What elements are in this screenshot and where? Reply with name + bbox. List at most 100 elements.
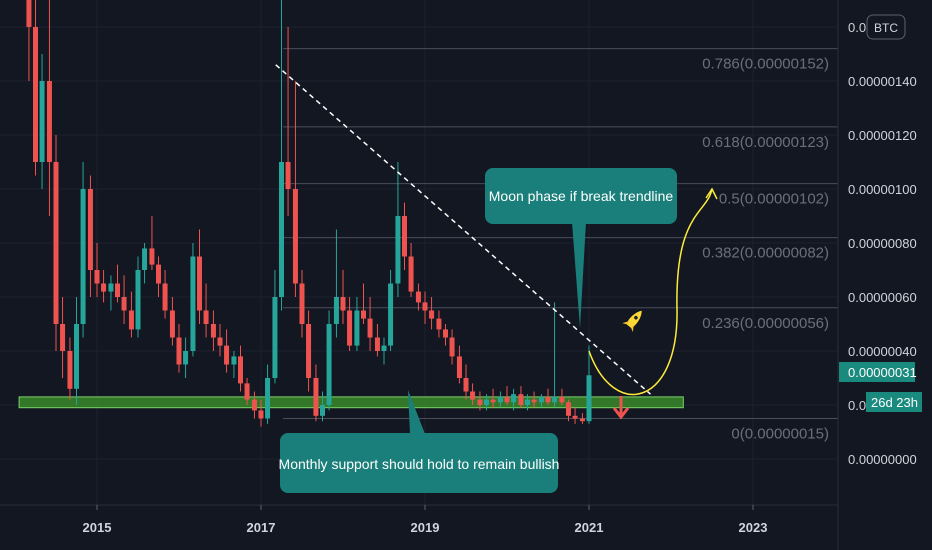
candle-body <box>306 324 312 378</box>
candle <box>210 310 216 351</box>
rocket-icon <box>622 310 642 333</box>
candle <box>354 297 360 351</box>
candle <box>265 364 271 424</box>
candle-body <box>149 248 155 265</box>
candle-body <box>490 399 496 403</box>
candle-body <box>190 256 196 351</box>
candle <box>456 345 462 384</box>
candle <box>497 391 503 408</box>
candle-body <box>135 270 141 330</box>
candle <box>429 297 435 330</box>
candle-body <box>408 256 414 292</box>
candle-body <box>272 297 278 378</box>
symbol-label: BTC <box>874 21 898 35</box>
candle-body <box>197 256 202 311</box>
candle-body <box>579 418 585 422</box>
candle-body <box>162 283 168 311</box>
candle <box>149 216 155 270</box>
candle <box>579 413 585 424</box>
candle <box>176 324 182 373</box>
candle <box>484 394 489 411</box>
candle <box>190 243 196 357</box>
candle-body <box>354 310 360 346</box>
time-tick-label: 2017 <box>247 520 276 535</box>
candle-body <box>531 399 537 403</box>
fib-label: 0.236(0.00000056) <box>702 315 829 332</box>
symbol-badge[interactable]: BTC <box>866 14 906 40</box>
moon-callout-box <box>485 168 677 224</box>
candle-body <box>456 356 462 378</box>
candle-body <box>217 337 223 346</box>
candle-body <box>39 81 45 162</box>
candle <box>135 256 141 338</box>
candle <box>381 337 387 365</box>
candle-body <box>265 378 271 419</box>
candle <box>470 383 476 405</box>
candle-body <box>26 0 32 27</box>
support-callout-box <box>280 433 558 493</box>
candle-body <box>292 189 298 284</box>
symbol-badge-frame <box>866 14 906 40</box>
candle <box>320 391 325 422</box>
price-tick-label: 0.00000100 <box>848 182 917 197</box>
fib-label: 0.618(0.00000123) <box>702 134 829 151</box>
candle-body <box>108 283 114 292</box>
candle <box>285 27 291 216</box>
candle <box>511 388 517 411</box>
candle <box>566 399 571 422</box>
candle-body <box>477 399 483 405</box>
price-axis[interactable]: 0.00000000 0.00000040 0.00000060 0.00000080… <box>848 20 917 467</box>
support-zone[interactable] <box>18 396 684 409</box>
time-axis[interactable]: 2015 2017 2019 2021 2023 <box>83 505 768 535</box>
candle <box>415 283 421 311</box>
support-zone-rect[interactable] <box>18 396 684 409</box>
trendline[interactable] <box>275 64 651 395</box>
candle-body <box>525 399 530 405</box>
moon-callout-pointer <box>572 222 586 328</box>
countdown-badge-bg <box>866 392 922 412</box>
candle-body <box>244 383 250 400</box>
candle-body <box>326 324 332 405</box>
candle <box>80 162 86 338</box>
candle-body <box>443 329 448 338</box>
candle-body <box>340 297 346 311</box>
candle <box>26 0 32 81</box>
candle <box>203 283 209 338</box>
candle-body <box>367 318 373 338</box>
trendline-dashed[interactable] <box>275 64 651 395</box>
candle <box>87 175 93 297</box>
candle-body <box>497 396 503 403</box>
candle-body <box>415 291 421 303</box>
candle <box>395 162 401 297</box>
candle-body <box>87 189 93 270</box>
candle-body <box>53 162 59 324</box>
candle-body <box>374 337 380 351</box>
candle <box>538 394 544 408</box>
candle-body <box>33 27 38 162</box>
candle <box>436 310 442 338</box>
candle-body <box>121 297 127 311</box>
candle <box>572 407 578 424</box>
candle <box>333 229 339 338</box>
candle-body <box>258 410 264 419</box>
candle <box>443 324 448 346</box>
candle-body <box>504 396 510 403</box>
candle <box>121 275 127 324</box>
support-callout-pointer <box>408 390 425 434</box>
candle <box>559 388 565 405</box>
rocket-fins <box>622 321 634 333</box>
candle <box>531 391 537 408</box>
candle-body <box>566 402 571 416</box>
candle-body <box>156 264 161 284</box>
candle-body <box>101 283 107 292</box>
candle-body <box>46 81 52 162</box>
candle <box>39 54 45 189</box>
candle <box>217 324 223 357</box>
price-tick-label: 0.00000080 <box>848 236 917 251</box>
support-callout-text: Monthly support should hold to remain bu… <box>279 456 560 472</box>
projection-curve[interactable] <box>588 187 718 396</box>
moon-callout-text: Moon phase if break trendline <box>489 188 674 204</box>
candle-body <box>60 324 66 351</box>
projection-path[interactable] <box>588 188 713 396</box>
